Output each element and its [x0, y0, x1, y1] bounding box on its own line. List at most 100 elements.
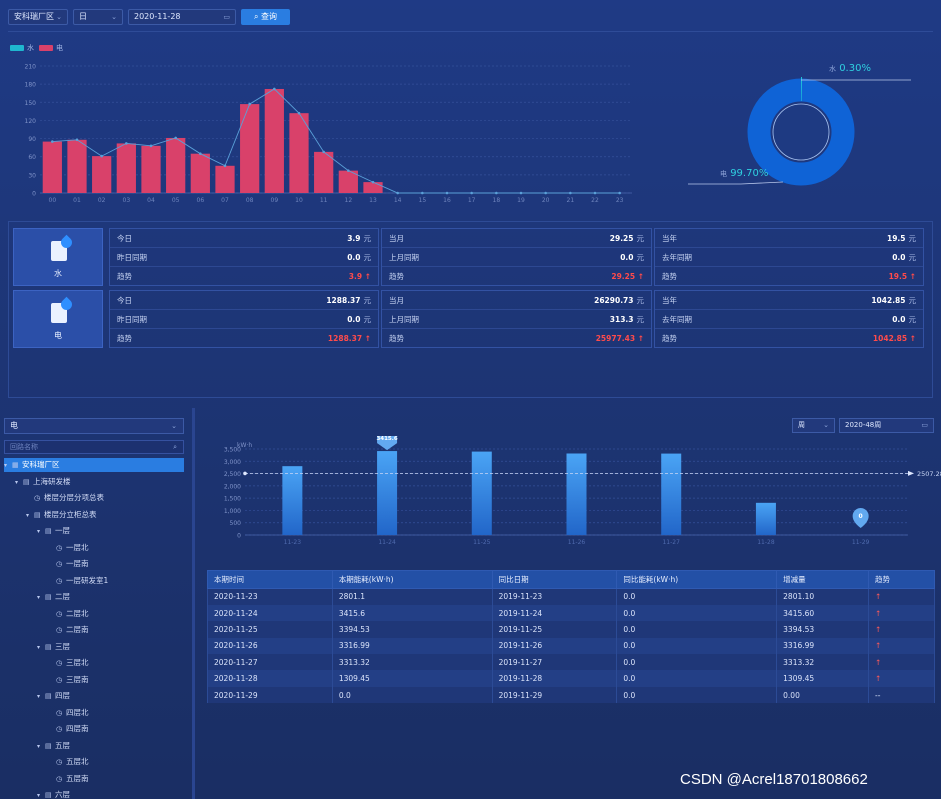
- table-row: 2020-11-24 3415.6 2019-11-24 0.0 3415.60 ↑: [207, 604, 935, 622]
- stat-value: 29.25 元: [610, 229, 644, 248]
- x-tick-label: 08: [246, 197, 254, 204]
- week-picker[interactable]: 2020-48周 ▭: [839, 418, 934, 433]
- caret-down-icon[interactable]: ▾: [37, 643, 41, 651]
- card-stat-row: 趋势 1042.85 ↑: [655, 329, 923, 348]
- period-select[interactable]: 日 ⌄: [73, 9, 123, 25]
- legend-swatch-water[interactable]: [10, 45, 24, 51]
- range-type-select[interactable]: 周 ⌄: [792, 418, 835, 433]
- tree-node-label: 四层南: [66, 724, 89, 733]
- energy-type-select[interactable]: 电 ⌄: [4, 418, 184, 434]
- y-tick-label: 180: [25, 82, 37, 89]
- trend-cell: --: [868, 686, 935, 704]
- tree-node[interactable]: ◷ 一层研发室1: [48, 574, 108, 588]
- x-tick-label: 02: [98, 197, 106, 204]
- trend-cell: ↑: [868, 621, 935, 638]
- y-tick-label: 3,000: [224, 459, 241, 466]
- circuit-search-input[interactable]: 回路名称 ⌕: [4, 440, 184, 454]
- legend-label-elec[interactable]: 电: [56, 44, 63, 52]
- table-cell: 2020-11-28: [207, 670, 333, 687]
- caret-down-icon[interactable]: ▾: [4, 462, 8, 469]
- caret-down-icon[interactable]: ▾: [26, 511, 30, 519]
- stat-value: 1288.37 元: [326, 291, 371, 310]
- tree-node[interactable]: ◷ 一层南: [48, 557, 89, 571]
- tree-node[interactable]: ▾ ▤ 三层: [37, 640, 70, 654]
- stat-value: 0.0 元: [892, 310, 916, 329]
- tree-node[interactable]: ▾ ▤ 上海研发楼: [15, 475, 71, 489]
- caret-down-icon[interactable]: ▾: [37, 792, 41, 799]
- water-point: [421, 191, 424, 195]
- stat-label: 上月同期: [389, 253, 419, 262]
- water-point: [51, 140, 54, 143]
- hourly-chart: 0 30 60 90 120 150 180 210 00 01 02 03 04 05 06 07 08 09…: [25, 64, 632, 204]
- caret-down-icon[interactable]: ▾: [37, 594, 41, 601]
- tree-node[interactable]: ◷ 五层南: [48, 772, 89, 786]
- table-cell: 3313.32: [776, 654, 870, 671]
- card-stat-row: 当年 1042.85 元: [655, 291, 923, 310]
- site-select[interactable]: 安科瑞厂区 ⌄: [8, 9, 68, 25]
- caret-down-icon[interactable]: ▾: [37, 742, 41, 750]
- card-icon-1: 电: [13, 290, 103, 348]
- x-tick-label: 07: [221, 197, 229, 204]
- x-tick-label: 06: [197, 197, 205, 204]
- panel-splitter[interactable]: [192, 408, 195, 799]
- tree-node[interactable]: ◷ 二层北: [48, 607, 89, 621]
- stat-value: 25977.43 ↑: [596, 329, 644, 348]
- tree-node[interactable]: ▾ ▤ 二层: [37, 590, 70, 604]
- y-tick-label: 2,000: [224, 483, 241, 490]
- tree-node[interactable]: ◷ 二层南: [48, 623, 89, 637]
- building-icon: ▦: [12, 461, 19, 469]
- caret-down-icon[interactable]: ▾: [37, 528, 41, 535]
- tree-node[interactable]: ▾ ▤ 五层: [37, 739, 70, 753]
- hour-bar: [42, 141, 62, 193]
- meter-icon: ◷: [56, 708, 63, 717]
- hourly-chart-bars: [42, 88, 383, 193]
- x-tick-label: 15: [419, 197, 427, 204]
- tree-node[interactable]: ◷ 四层南: [48, 722, 89, 736]
- tree-node[interactable]: ▾ ▤ 楼层分立柜总表: [26, 508, 97, 522]
- water-point: [100, 154, 103, 158]
- tree-node[interactable]: ▾ ▤ 六层: [37, 788, 70, 799]
- tree-node[interactable]: ▾ ▦ 安科瑞厂区: [4, 458, 184, 472]
- legend-label-water[interactable]: 水: [27, 44, 34, 52]
- tree-node[interactable]: ◷ 一层北: [48, 541, 89, 555]
- tree-node[interactable]: ◷ 五层北: [48, 755, 89, 769]
- tree-node[interactable]: ▾ ▤ 四层: [37, 689, 70, 703]
- water-point: [248, 102, 251, 106]
- legend-swatch-elec[interactable]: [39, 45, 53, 51]
- card-0-col-1: 当月 29.25 元上月同期 0.0 元趋势 29.25 ↑: [381, 228, 652, 286]
- table-cell: 3316.99: [776, 637, 870, 655]
- tree-node[interactable]: ◷ 三层南: [48, 673, 89, 687]
- building-icon: ▤: [45, 791, 52, 799]
- calendar-icon: ▭: [223, 13, 230, 21]
- table-cell: 3394.53: [776, 621, 870, 638]
- building-icon: ▤: [23, 477, 30, 486]
- card-icon-0: 水: [13, 228, 103, 286]
- table-cell: 1309.45: [776, 670, 870, 687]
- unit-label: 元: [636, 234, 645, 243]
- tree-node[interactable]: ▾ ▤ 一层: [37, 524, 70, 538]
- x-tick-label: 16: [443, 197, 451, 204]
- table-cell: 3394.53: [331, 621, 493, 638]
- stat-label: 今日: [117, 234, 132, 243]
- x-tick-label: 05: [172, 197, 180, 204]
- meter-icon: ◷: [34, 494, 41, 502]
- week-picker-value: 2020-48周: [845, 421, 882, 429]
- date-picker[interactable]: 2020-11-28 ▭: [128, 9, 236, 25]
- table-cell: 2020-11-26: [207, 637, 333, 655]
- donut-water-pct: 0.30%: [839, 63, 871, 74]
- hour-bar: [314, 151, 334, 193]
- hour-bar: [67, 139, 87, 193]
- day-bar: [471, 451, 492, 535]
- tree-node-label: 五层: [55, 740, 70, 750]
- tree-node-label: 五层北: [66, 757, 89, 766]
- card-stat-row: 上月同期 313.3 元: [382, 310, 651, 329]
- donut-elec-name: 电: [720, 170, 727, 178]
- query-button[interactable]: ⌕ 查询: [241, 9, 290, 25]
- chevron-down-icon: ⌄: [56, 13, 62, 21]
- caret-down-icon[interactable]: ▾: [15, 478, 19, 486]
- caret-down-icon[interactable]: ▾: [37, 693, 41, 700]
- water-point: [470, 191, 473, 195]
- tree-node[interactable]: ◷ 楼层分层分项总表: [26, 491, 104, 505]
- tree-node[interactable]: ◷ 四层北: [48, 706, 89, 720]
- tree-node[interactable]: ◷ 三层北: [48, 656, 89, 670]
